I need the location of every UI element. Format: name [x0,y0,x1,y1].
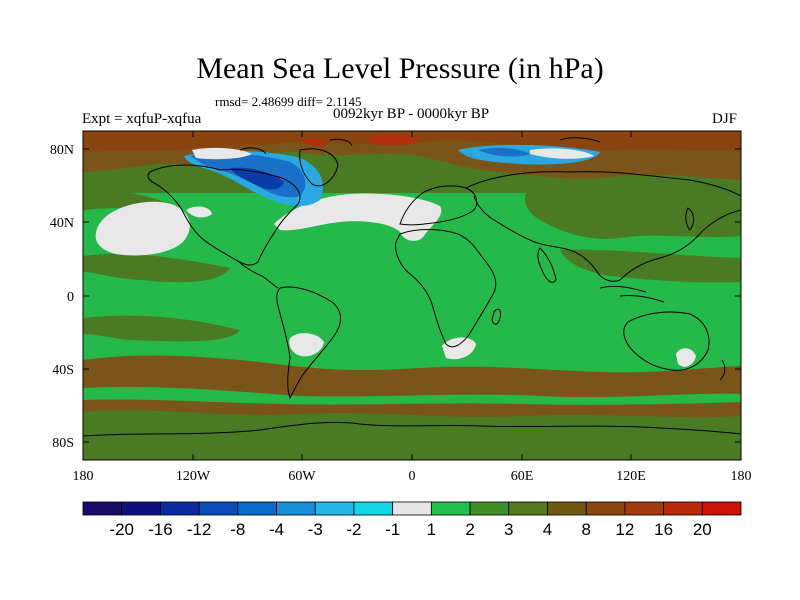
lat-label-0: 0 [67,290,74,305]
experiment-label: Expt = xqfuP-xqfua [82,111,202,127]
field-white-small-pacific [186,206,212,218]
colorbar [82,501,742,516]
season-label: DJF [712,111,738,127]
colorbar-label: 12 [615,520,634,539]
colorbar-label: 4 [543,520,552,539]
field-red-arctic-2 [300,137,330,147]
lon-label-180e: 180 [731,469,752,484]
rmsd-diff-stats: rmsd= 2.48699 diff= 2.1145 [215,94,362,109]
lat-label-40n: 40N [50,216,74,231]
colorbar-label: -1 [385,520,400,539]
coast-north-america [147,164,301,266]
colorbar-box [508,501,548,516]
colorbar-box [353,501,394,516]
coast-indonesia [599,285,665,303]
lat-label-80s: 80S [52,436,74,451]
colorbar-label: -20 [109,520,134,539]
coast-asia [465,171,741,282]
lon-label-0: 0 [409,469,416,484]
field-white-pacific [95,201,190,256]
coast-india [537,247,557,283]
colorbar-box [314,501,355,516]
lon-label-120e: 120E [616,469,646,484]
colorbar-box [276,501,316,516]
field-olive-southpac [83,315,240,342]
coast-south-america [276,286,341,400]
colorbar-label: 16 [654,520,673,539]
colorbar-label: 2 [465,520,474,539]
coastlines [83,137,741,437]
colorbar-box [663,501,703,516]
colorbar-label: -3 [308,520,323,539]
colorbar-box [198,501,239,516]
colorbar-label: 8 [581,520,590,539]
colorbar-label: -4 [269,520,284,539]
field-white-australia [676,348,696,367]
colorbar-box [237,501,277,516]
colorbar-box [701,501,742,516]
field-white-arctic-na [192,147,252,160]
field-olive-tropics-east [560,249,741,283]
time-period-label: 0092kyr BP - 0000kyr BP [332,106,490,122]
coast-greenland [299,148,339,187]
lat-label-40s: 40S [52,363,74,378]
colorbar-label: -12 [187,520,212,539]
field-south-green-strip [83,386,741,405]
colorbar-box [392,501,432,516]
colorbar-box [160,501,200,516]
coast-arctic-islands [239,137,601,155]
lon-label-120w: 120W [176,469,211,484]
field-blue-eurasia [478,147,530,157]
coast-japan [685,207,695,231]
colorbar-box [469,501,510,516]
lat-label-80n: 80N [50,143,74,158]
lon-label-60e: 60E [511,469,534,484]
axis-ticks [82,131,742,460]
colorbar-label: -8 [230,520,245,539]
coast-central-america [235,259,279,289]
field-white-eurasia [530,148,594,159]
coast-europe [399,185,478,226]
colorbar-box [121,501,161,516]
colorbar-label: -2 [346,520,361,539]
pressure-field [83,131,741,460]
colorbar-box [82,501,123,516]
coast-antarctica [83,421,741,437]
field-south-olive [83,410,741,460]
colorbar-label: 1 [427,520,436,539]
field-red-arctic [370,133,420,146]
field-white-south-africa [442,337,476,360]
colorbar-label: 3 [504,520,513,539]
colorbar-labels: -20 -16 -12 -8 -4 -3 -2 -1 1 2 3 4 8 12 16 20 [109,520,711,539]
coast-africa [395,229,497,348]
field-white-south-america [289,333,324,357]
lon-label-60w: 60W [288,469,316,484]
colorbar-box [624,501,664,516]
colorbar-label: -16 [148,520,173,539]
colorbar-box [585,501,626,516]
field-olive-tropics-west [83,253,230,283]
colorbar-box [430,501,471,516]
coast-new-zealand [719,359,726,381]
chart-title: Mean Sea Level Pressure (in hPa) [196,52,604,85]
coast-australia [623,311,710,371]
lon-label-180w: 180 [73,469,94,484]
coast-madagascar [491,308,501,325]
colorbar-label: 20 [693,520,712,539]
colorbar-box [547,501,587,516]
field-white-atlantic [274,193,442,241]
field-darkblue-na [230,167,284,190]
